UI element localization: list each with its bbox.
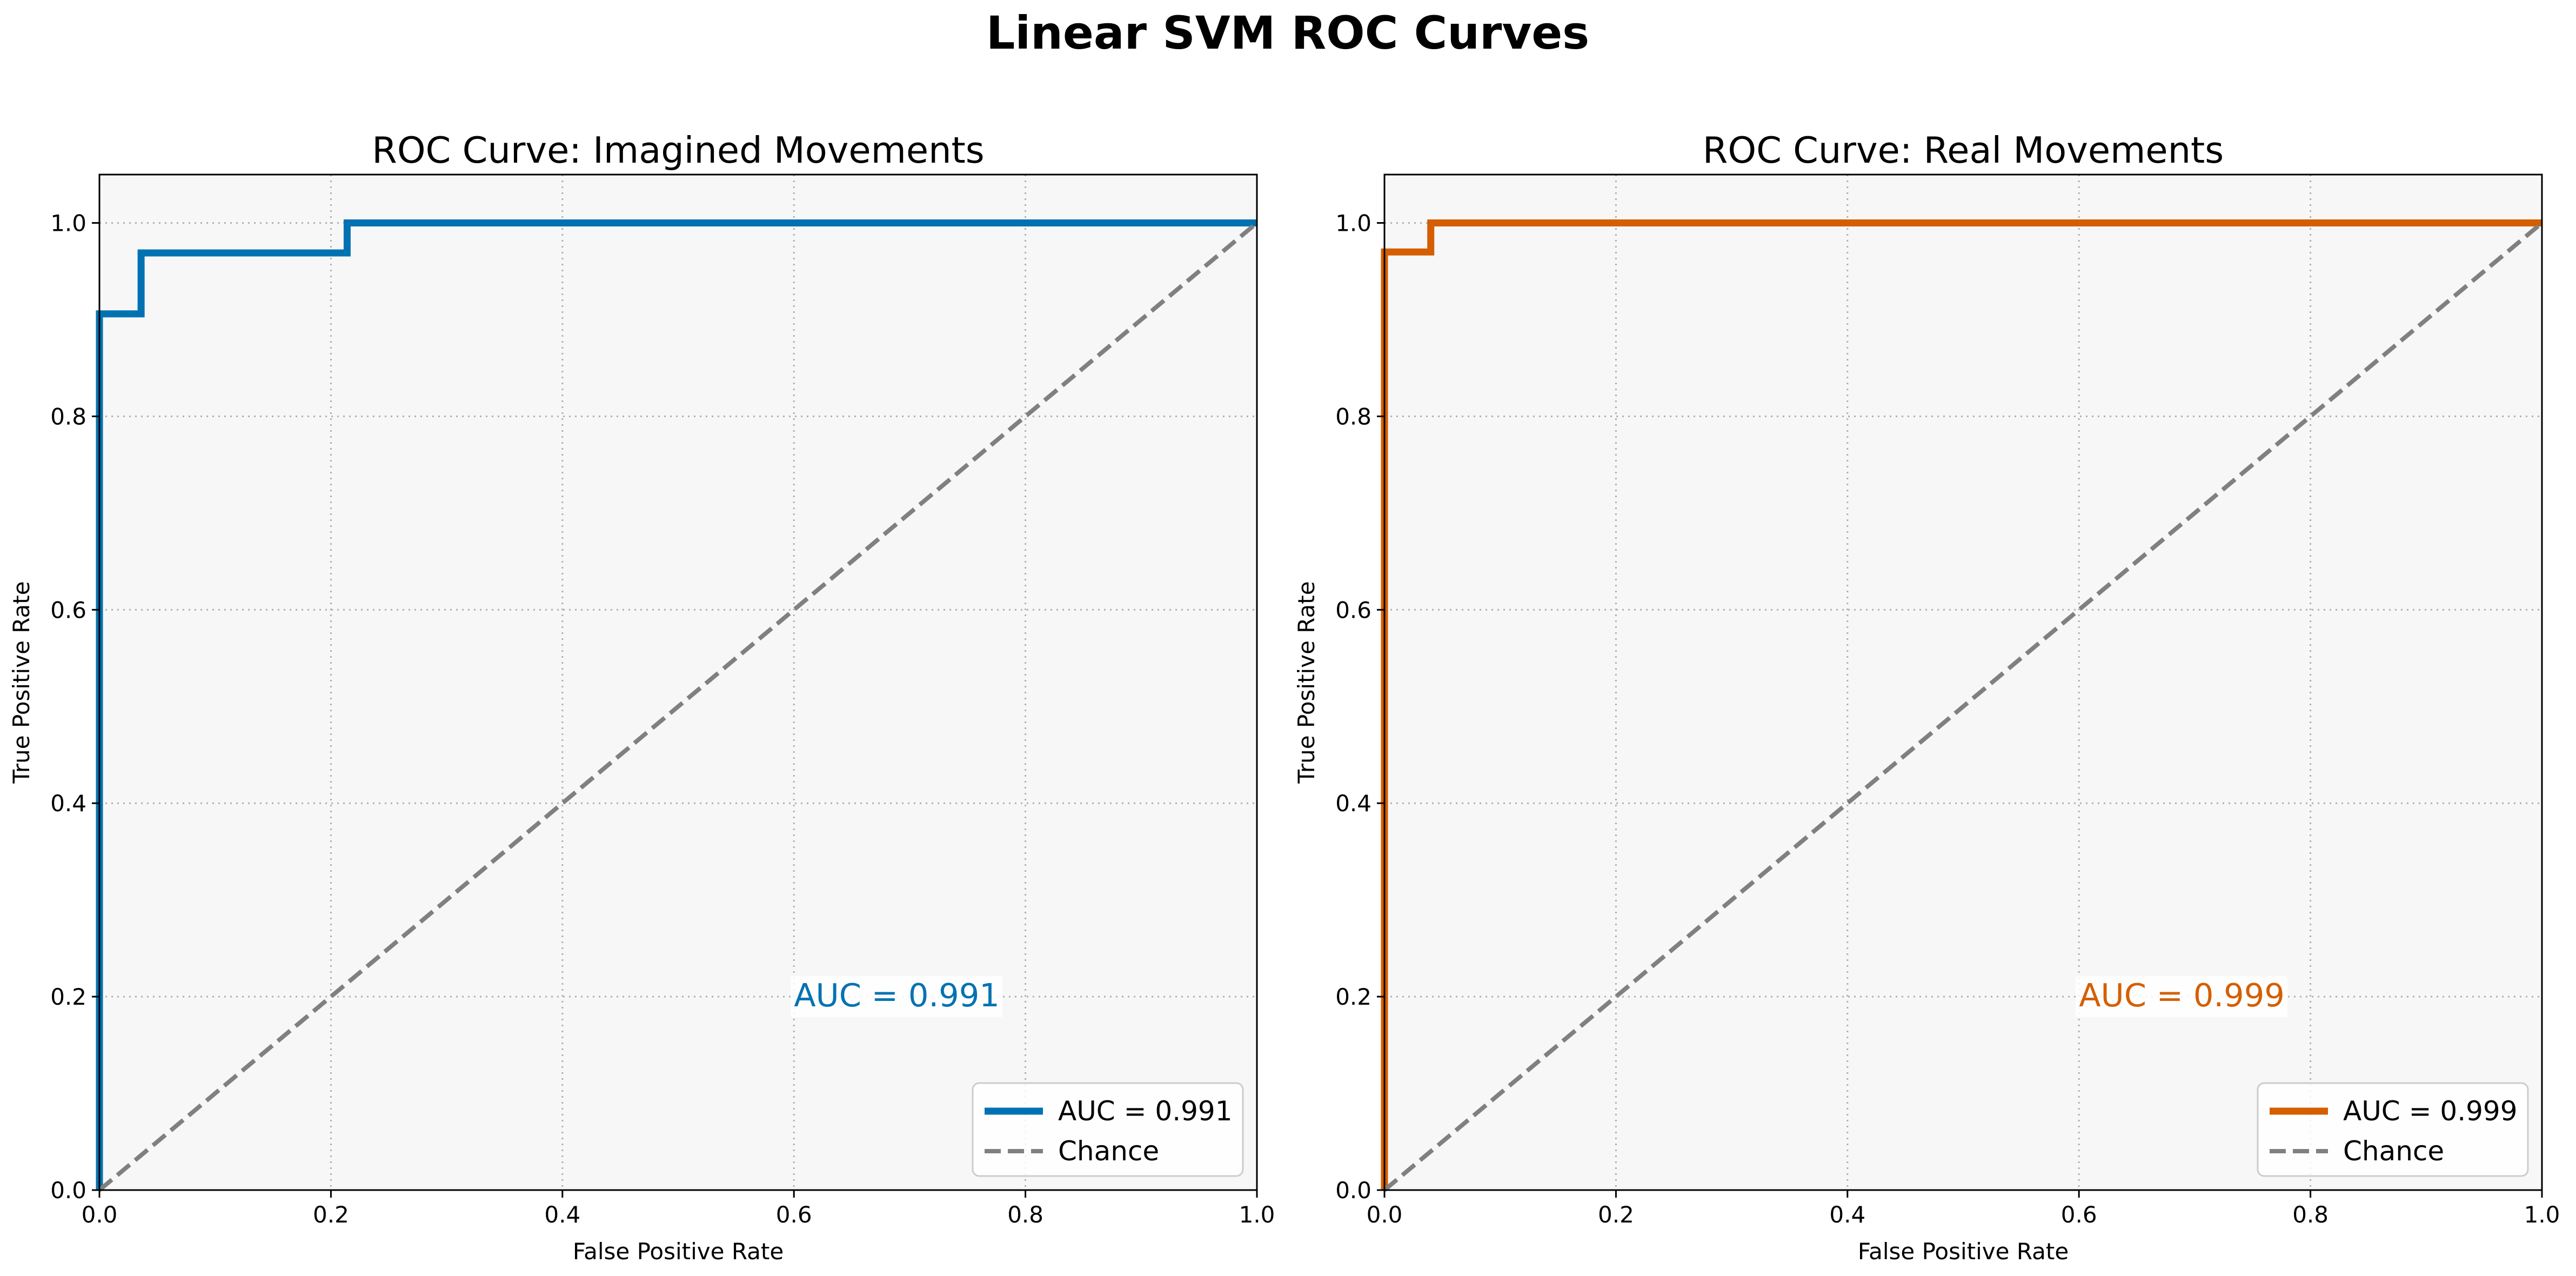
chart-title: ROC Curve: Real Movements bbox=[1703, 129, 2224, 171]
axes-frame bbox=[1383, 173, 2543, 1191]
x-tick-label: 1.0 bbox=[2524, 1201, 2560, 1228]
y-axis-label: True Positive Rate bbox=[8, 581, 35, 784]
series-line-chance bbox=[1383, 221, 2544, 1192]
y-tick-label: 0.0 bbox=[50, 1177, 86, 1204]
y-tick-label: 0.6 bbox=[1335, 597, 1371, 623]
x-tick-label: 1.0 bbox=[1239, 1201, 1275, 1228]
plot-area bbox=[1384, 175, 2542, 1190]
x-tick-label: 0.0 bbox=[82, 1201, 118, 1228]
x-axis-label: False Positive Rate bbox=[1858, 1238, 2069, 1265]
chart-panel-1: 0.0 0.2 0.4 0.6 0.8 1.0 0.0 0.2 0.4 0.6 0.8 1.0 ROC … bbox=[8, 129, 1275, 1265]
x-tick-label: 0.2 bbox=[1598, 1201, 1634, 1228]
y-tick-label: 0.6 bbox=[50, 597, 86, 623]
y-tick-label: 0.0 bbox=[1335, 1177, 1371, 1204]
axes-frame bbox=[98, 173, 1258, 1191]
y-tick-label: 1.0 bbox=[50, 210, 86, 236]
y-tick-label: 0.8 bbox=[50, 403, 86, 430]
x-tick-label: 0.4 bbox=[544, 1201, 580, 1228]
x-tick-label: 0.0 bbox=[1367, 1201, 1403, 1228]
chart-panel-2: 0.0 0.2 0.4 0.6 0.8 1.0 0.0 0.2 0.4 0.6 0.8 1.0 ROC … bbox=[1293, 129, 2560, 1265]
chart-title: ROC Curve: Imagined Movements bbox=[372, 129, 984, 171]
y-tick-label: 0.8 bbox=[1335, 403, 1371, 430]
annotation-box bbox=[2076, 976, 2288, 1017]
x-tick-label: 0.8 bbox=[1007, 1201, 1043, 1228]
y-axis-label: True Positive Rate bbox=[1293, 581, 1320, 784]
x-tick-label: 0.2 bbox=[313, 1201, 349, 1228]
y-tick-label: 0.2 bbox=[50, 984, 86, 1010]
legend-entry: AUC = 0.999 bbox=[2343, 1095, 2518, 1127]
plot-area bbox=[99, 175, 1257, 1190]
y-tick-label: 1.0 bbox=[1335, 210, 1371, 236]
x-tick-label: 0.8 bbox=[2292, 1201, 2329, 1228]
legend: AUC = 0.999 Chance bbox=[2257, 1082, 2529, 1177]
x-tick-label: 0.6 bbox=[776, 1201, 812, 1228]
auc-annotation: AUC = 0.999 bbox=[2079, 977, 2285, 1014]
y-tick-label: 0.4 bbox=[50, 790, 86, 817]
legend-entry: Chance bbox=[2343, 1135, 2444, 1167]
x-tick-label: 0.4 bbox=[1829, 1201, 1865, 1228]
x-tick-label: 0.6 bbox=[2061, 1201, 2097, 1228]
series-line-chance bbox=[98, 221, 1259, 1192]
x-axis-label: False Positive Rate bbox=[573, 1238, 784, 1265]
figure-title: Linear SVM ROC Curves bbox=[986, 6, 1589, 59]
legend-entry: Chance bbox=[1058, 1135, 1159, 1167]
y-tick-label: 0.2 bbox=[1335, 984, 1371, 1010]
legend-entry: AUC = 0.991 bbox=[1058, 1095, 1233, 1127]
y-tick-label: 0.4 bbox=[1335, 790, 1371, 817]
legend: AUC = 0.991 Chance bbox=[972, 1082, 1244, 1177]
annotation-box bbox=[791, 976, 1003, 1017]
auc-annotation: AUC = 0.991 bbox=[794, 977, 1000, 1014]
